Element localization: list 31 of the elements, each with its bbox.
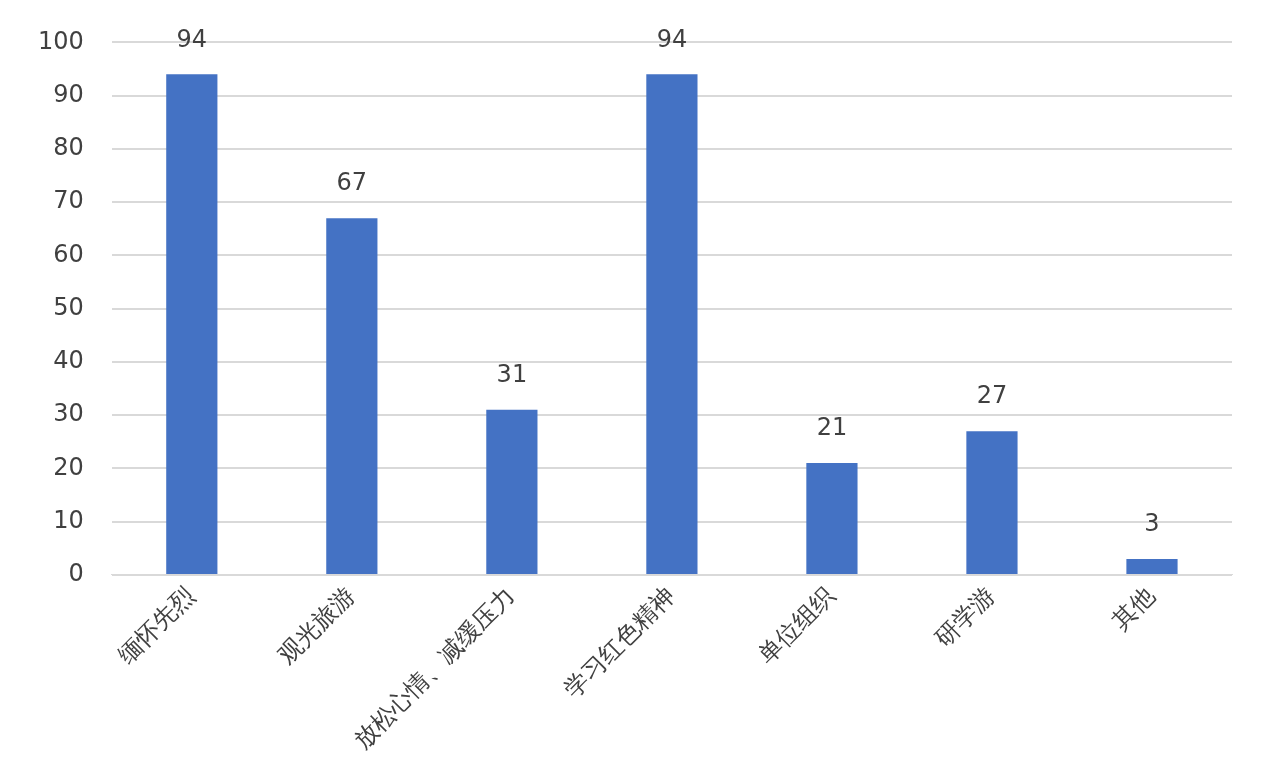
y-tick-label: 50: [53, 292, 84, 321]
x-tick-label: 其他: [1106, 581, 1161, 636]
y-tick-label: 30: [53, 399, 84, 428]
y-tick-label: 10: [53, 505, 84, 534]
data-label: 21: [816, 413, 848, 442]
data-label: 94: [176, 24, 208, 53]
x-tick-label: 研学游: [929, 581, 1001, 653]
y-tick-label: 80: [53, 133, 84, 162]
y-tick-label: 0: [68, 559, 84, 588]
bar: [166, 74, 218, 574]
x-tick-label: 观光旅游: [272, 581, 361, 670]
x-tick-label: 缅怀先烈: [112, 581, 201, 670]
y-tick-label: 20: [53, 452, 84, 481]
y-tick-label: 40: [53, 346, 84, 375]
y-tick-label: 70: [53, 186, 84, 215]
x-tick-label: 单位组织: [752, 581, 841, 670]
bar: [486, 409, 538, 574]
bar: [1126, 558, 1178, 574]
data-label: 94: [656, 24, 688, 53]
bar: [806, 463, 858, 574]
bar: [326, 218, 378, 574]
data-label: 67: [336, 168, 368, 197]
data-label: 27: [976, 381, 1008, 410]
y-tick-label: 100: [38, 26, 84, 55]
y-tick-label: 90: [53, 79, 84, 108]
bar: [966, 431, 1018, 574]
data-label: 31: [496, 360, 528, 389]
data-label: 3: [1144, 509, 1160, 538]
y-tick-label: 60: [53, 239, 84, 268]
x-tick-label: 学习红色精神: [558, 581, 681, 704]
bar: [646, 74, 698, 574]
